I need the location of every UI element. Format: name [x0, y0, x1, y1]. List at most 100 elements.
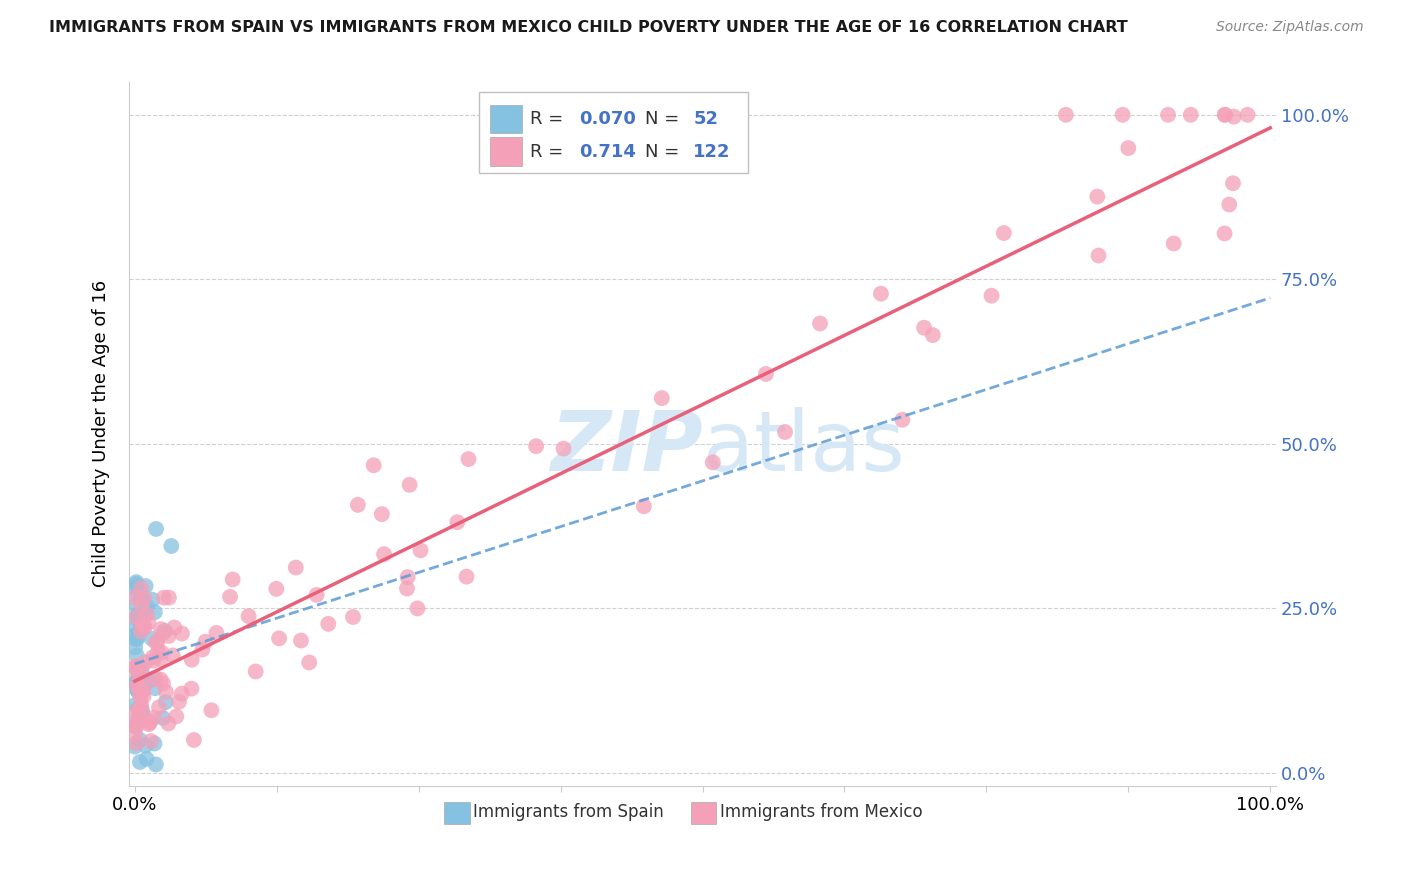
Point	[143, 605, 166, 619]
Point	[1157, 108, 1180, 122]
Point	[1213, 108, 1236, 122]
Point	[808, 317, 831, 331]
Text: IMMIGRANTS FROM SPAIN VS IMMIGRANTS FROM MEXICO CHILD POVERTY UNDER THE AGE OF 1: IMMIGRANTS FROM SPAIN VS IMMIGRANTS FROM…	[49, 20, 1128, 35]
Point	[183, 733, 205, 747]
Text: 0.070: 0.070	[579, 111, 636, 128]
Point	[409, 543, 432, 558]
Text: 122: 122	[693, 143, 731, 161]
Point	[124, 628, 146, 642]
Point	[131, 599, 153, 613]
Point	[142, 672, 165, 686]
FancyBboxPatch shape	[479, 93, 748, 173]
Point	[153, 624, 176, 638]
Point	[194, 634, 217, 648]
Point	[135, 752, 157, 766]
Point	[129, 698, 152, 712]
Point	[163, 620, 186, 634]
Point	[141, 632, 163, 646]
FancyBboxPatch shape	[692, 802, 716, 824]
Point	[125, 720, 148, 734]
Point	[127, 670, 149, 684]
Point	[245, 665, 267, 679]
Text: atlas: atlas	[703, 408, 904, 489]
Text: 0.714: 0.714	[579, 143, 636, 161]
Point	[1236, 108, 1258, 122]
Point	[139, 714, 162, 728]
Point	[138, 717, 160, 731]
Point	[167, 695, 190, 709]
Point	[124, 715, 146, 730]
Point	[127, 588, 149, 602]
Point	[128, 706, 150, 720]
Point	[125, 575, 148, 590]
Point	[125, 648, 148, 663]
Point	[153, 591, 176, 605]
Point	[129, 624, 152, 639]
Text: Immigrants from Spain: Immigrants from Spain	[474, 804, 664, 822]
Point	[1180, 108, 1202, 122]
Point	[1213, 227, 1236, 241]
Point	[125, 674, 148, 689]
Point	[1085, 189, 1108, 203]
Text: 52: 52	[693, 111, 718, 128]
Point	[284, 560, 307, 574]
Point	[633, 500, 655, 514]
Text: ZIP: ZIP	[550, 408, 703, 489]
Point	[180, 681, 202, 696]
Point	[651, 391, 673, 405]
Point	[170, 687, 193, 701]
Point	[993, 226, 1015, 240]
Point	[160, 539, 183, 553]
Point	[127, 667, 149, 681]
Point	[124, 661, 146, 675]
Point	[142, 654, 165, 668]
Point	[135, 739, 157, 753]
Point	[135, 579, 157, 593]
Point	[170, 626, 193, 640]
Point	[125, 660, 148, 674]
Point	[128, 705, 150, 719]
Point	[298, 656, 321, 670]
Point	[143, 737, 166, 751]
Point	[150, 646, 173, 660]
Point	[134, 620, 156, 634]
FancyBboxPatch shape	[491, 105, 523, 133]
Point	[398, 477, 420, 491]
Point	[125, 577, 148, 591]
Point	[1118, 141, 1140, 155]
Point	[131, 617, 153, 632]
Point	[129, 755, 152, 769]
Point	[125, 619, 148, 633]
Point	[755, 367, 778, 381]
Point	[134, 655, 156, 669]
Text: N =: N =	[645, 111, 685, 128]
Text: R =: R =	[530, 111, 569, 128]
Point	[373, 547, 395, 561]
Point	[141, 592, 163, 607]
Text: R =: R =	[530, 143, 569, 161]
Point	[980, 288, 1002, 302]
Point	[135, 607, 157, 622]
Point	[1163, 236, 1185, 251]
Point	[131, 705, 153, 719]
Point	[205, 625, 228, 640]
Point	[128, 711, 150, 725]
Point	[124, 727, 146, 741]
Point	[138, 615, 160, 630]
Point	[132, 619, 155, 633]
Point	[124, 719, 146, 733]
Point	[157, 591, 180, 605]
Point	[162, 648, 184, 663]
Point	[142, 650, 165, 665]
Point	[143, 681, 166, 695]
Point	[219, 590, 242, 604]
Point	[347, 498, 370, 512]
Point	[290, 633, 312, 648]
Point	[363, 458, 385, 473]
Point	[150, 622, 173, 636]
Point	[773, 425, 796, 439]
Point	[149, 673, 172, 687]
Point	[127, 673, 149, 687]
Point	[152, 626, 174, 640]
Point	[124, 705, 146, 719]
